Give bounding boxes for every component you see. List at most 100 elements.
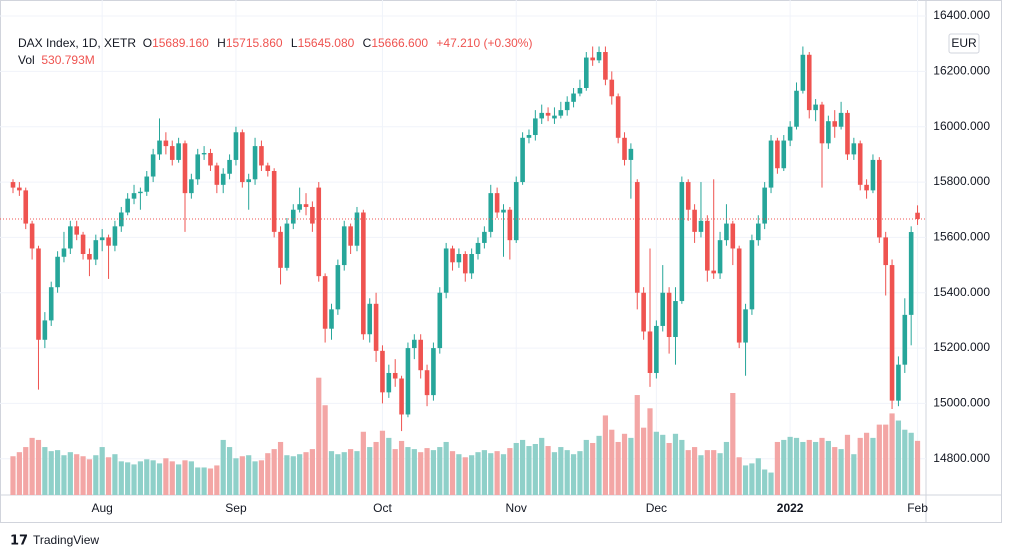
candle-body (87, 254, 92, 260)
x-tick-label: Nov (506, 501, 527, 515)
candle-body (246, 179, 251, 183)
volume-bar (125, 462, 131, 495)
candle-body (603, 52, 608, 80)
candle-body (125, 198, 130, 213)
volume-bar (35, 439, 42, 495)
volume-bar (596, 435, 602, 495)
candle-body (195, 154, 201, 180)
candle-body (456, 254, 462, 263)
volume-bar (488, 453, 494, 495)
candle-body (590, 57, 595, 61)
volume-bar (672, 433, 679, 495)
candle-body (768, 140, 774, 188)
volume-bar (628, 437, 634, 495)
legend-header: DAX Index, 1D, XETR O15689.160 H15715.86… (18, 35, 537, 69)
candle-body (762, 187, 767, 224)
candle-body (494, 193, 500, 213)
candle-body (23, 190, 29, 224)
candle-body (819, 104, 825, 144)
candle-body (781, 140, 787, 169)
candle-body (284, 223, 290, 268)
candle-body (412, 339, 417, 349)
volume-bar (857, 437, 863, 495)
volume-bar (144, 459, 150, 495)
volume-bar (806, 439, 812, 495)
candle-body (596, 52, 602, 61)
volume-bar (768, 472, 774, 495)
candle-body (310, 206, 315, 224)
candle-body (584, 57, 589, 88)
candle-body (138, 191, 143, 194)
axes: 14800.000 15000.000 15200.000 15400.000 1560… (92, 8, 991, 515)
candle-body (303, 204, 309, 207)
volume-bar (863, 432, 870, 495)
volume-bar (602, 415, 609, 495)
volume-bar (405, 447, 411, 495)
volume-bar (825, 440, 831, 495)
candle-body (144, 176, 150, 192)
volume-bar (360, 431, 366, 495)
candle-body (17, 187, 22, 191)
volume-bar (233, 458, 239, 495)
candle-body (832, 121, 838, 127)
candle-body (240, 132, 245, 183)
volume-bar (736, 457, 742, 495)
candle-body (622, 137, 627, 160)
candle-body (42, 320, 48, 340)
candle-body (220, 173, 226, 185)
ohlc-value: 15645.080 (297, 36, 355, 50)
volume-bar (131, 464, 137, 495)
candle-body (93, 240, 99, 260)
volume-bar (883, 424, 889, 495)
volume-bar (207, 468, 214, 495)
ohlc-label: L (290, 36, 298, 50)
volume-bar (411, 449, 417, 495)
candle-body (908, 232, 914, 315)
volume-row: Vol 530.793M (18, 52, 537, 69)
candle-body (399, 378, 404, 415)
volume-bar (214, 465, 220, 495)
volume-bar (774, 441, 780, 495)
volume-bar (832, 447, 838, 495)
volume-bar (615, 441, 621, 495)
volume-bar (284, 455, 290, 495)
volume-bar (844, 434, 851, 495)
volume-bar (61, 455, 67, 495)
candle-body (227, 159, 232, 174)
candle-body (29, 223, 35, 249)
volume-bar (653, 431, 659, 495)
candle-body (749, 240, 755, 310)
candle-body (106, 237, 111, 246)
volume-bar (570, 454, 577, 495)
candle-body (501, 209, 506, 213)
volume-bar (156, 463, 163, 495)
candle-body (628, 148, 634, 160)
volume-bar (526, 446, 532, 495)
candle-body (558, 110, 564, 116)
volume-bar (367, 447, 373, 495)
volume-bar (118, 461, 124, 495)
volume-bar (723, 441, 730, 495)
candle-body (189, 179, 194, 194)
candle-body (112, 226, 118, 246)
volume-bar (137, 461, 143, 495)
candle-body (176, 143, 181, 160)
candle-body (322, 276, 328, 329)
volume-bar (309, 449, 315, 495)
volume-bar (226, 447, 233, 495)
volume-bar (99, 447, 105, 495)
candle-body (851, 143, 857, 155)
volume-bar (303, 452, 309, 495)
volume-bar (532, 444, 538, 495)
candle-body (361, 212, 366, 335)
volume-layer (10, 377, 921, 495)
candle-body (335, 265, 341, 310)
candle-body (36, 248, 41, 340)
volume-bar (443, 441, 449, 495)
candle-body (259, 146, 264, 166)
volume-bar (105, 457, 112, 495)
logo: 𝟭𝟳 TradingView (10, 532, 99, 547)
volume-bar (271, 449, 277, 495)
candle-body (233, 132, 239, 160)
volume-bar (163, 458, 169, 495)
